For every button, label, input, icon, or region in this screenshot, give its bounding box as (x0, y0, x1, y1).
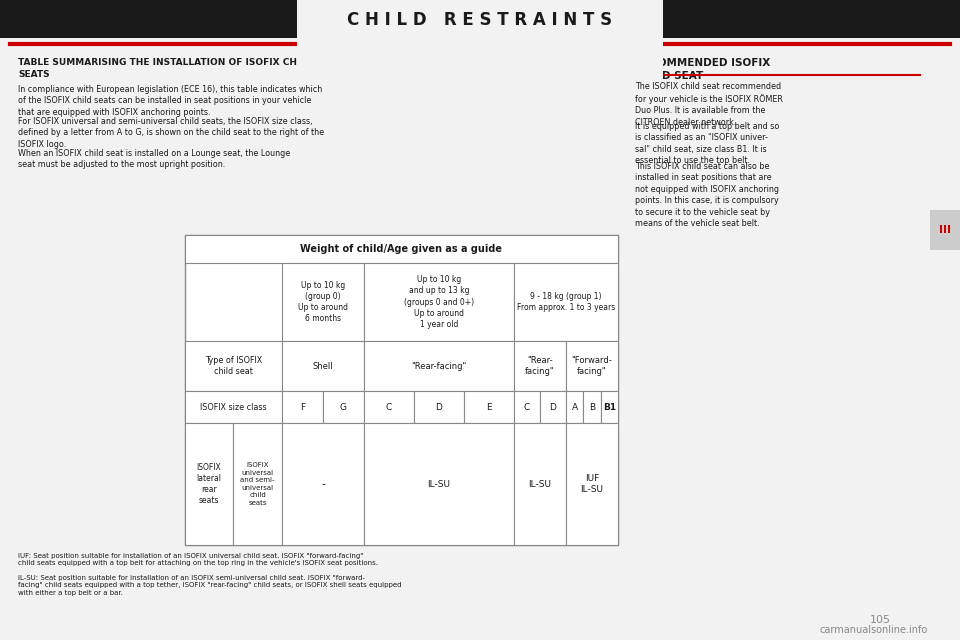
FancyBboxPatch shape (282, 263, 364, 341)
Text: B1: B1 (603, 403, 616, 412)
Text: The ISOFIX child seat recommended
for your vehicle is the ISOFIX RÖMER
Duo Plus.: The ISOFIX child seat recommended for yo… (635, 82, 782, 127)
Text: -: - (321, 479, 325, 489)
Text: C: C (386, 403, 392, 412)
FancyBboxPatch shape (282, 341, 364, 391)
Text: ISOFIX size class: ISOFIX size class (201, 403, 267, 412)
FancyBboxPatch shape (282, 423, 364, 545)
Text: Up to 10 kg
(group 0)
Up to around
6 months: Up to 10 kg (group 0) Up to around 6 mon… (298, 281, 348, 323)
Text: IL-SU: Seat position suitable for installation of an ISOFIX semi-universal child: IL-SU: Seat position suitable for instal… (18, 575, 401, 596)
Text: "Rear-facing": "Rear-facing" (412, 362, 467, 371)
Text: C: C (524, 403, 530, 412)
FancyBboxPatch shape (584, 391, 601, 423)
FancyBboxPatch shape (0, 0, 960, 38)
Text: carmanualsonline.info: carmanualsonline.info (820, 625, 928, 635)
FancyBboxPatch shape (514, 263, 618, 341)
Text: ISOFIX
lateral
rear
seats: ISOFIX lateral rear seats (197, 463, 222, 505)
Text: It is equipped with a top belt and so
is classified as an "ISOFIX univer-
sal" c: It is equipped with a top belt and so is… (635, 122, 780, 165)
FancyBboxPatch shape (185, 423, 233, 545)
Text: When an ISOFIX child seat is installed on a Lounge seat, the Lounge
seat must be: When an ISOFIX child seat is installed o… (18, 149, 290, 170)
Text: 105: 105 (870, 615, 891, 625)
FancyBboxPatch shape (566, 391, 584, 423)
FancyBboxPatch shape (601, 391, 618, 423)
FancyBboxPatch shape (364, 263, 514, 341)
Text: D: D (436, 403, 443, 412)
FancyBboxPatch shape (185, 341, 282, 391)
FancyBboxPatch shape (930, 210, 960, 250)
Text: 9 - 18 kg (group 1)
From approx. 1 to 3 years: 9 - 18 kg (group 1) From approx. 1 to 3 … (516, 292, 615, 312)
Text: F: F (300, 403, 305, 412)
Text: IL-SU: IL-SU (529, 479, 551, 488)
FancyBboxPatch shape (514, 341, 566, 391)
Text: Up to 10 kg
and up to 13 kg
(groups 0 and 0+)
Up to around
1 year old: Up to 10 kg and up to 13 kg (groups 0 an… (404, 275, 474, 329)
Text: This ISOFIX child seat can also be
installed in seat positions that are
not equi: This ISOFIX child seat can also be insta… (635, 162, 779, 228)
Text: "Rear-
facing": "Rear- facing" (525, 356, 555, 376)
Text: Shell: Shell (313, 362, 333, 371)
Text: A: A (571, 403, 578, 412)
FancyBboxPatch shape (514, 423, 566, 545)
Text: In compliance with European legislation (ECE 16), this table indicates which
of : In compliance with European legislation … (18, 85, 323, 117)
Text: IUF: Seat position suitable for installation of an ISOFIX universal child seat. : IUF: Seat position suitable for installa… (18, 553, 378, 566)
FancyBboxPatch shape (323, 391, 364, 423)
Text: TABLE SUMMARISING THE INSTALLATION OF ISOFIX CHILD
SEATS: TABLE SUMMARISING THE INSTALLATION OF IS… (18, 58, 314, 79)
FancyBboxPatch shape (540, 391, 566, 423)
Text: IUF
IL-SU: IUF IL-SU (581, 474, 604, 495)
FancyBboxPatch shape (364, 341, 514, 391)
Text: III: III (939, 225, 951, 235)
Text: D: D (549, 403, 557, 412)
FancyBboxPatch shape (282, 391, 323, 423)
FancyBboxPatch shape (364, 423, 514, 545)
FancyBboxPatch shape (364, 391, 414, 423)
Text: Type of ISOFIX
child seat: Type of ISOFIX child seat (204, 356, 262, 376)
Text: C H I L D   R E S T R A I N T S: C H I L D R E S T R A I N T S (336, 11, 624, 29)
FancyBboxPatch shape (566, 341, 618, 391)
FancyBboxPatch shape (185, 391, 282, 423)
FancyBboxPatch shape (514, 391, 540, 423)
FancyBboxPatch shape (185, 235, 618, 263)
FancyBboxPatch shape (185, 235, 618, 545)
Text: RECOMMENDED ISOFIX
CHILD SEAT: RECOMMENDED ISOFIX CHILD SEAT (635, 58, 770, 81)
FancyBboxPatch shape (464, 391, 514, 423)
Text: IL-SU: IL-SU (427, 479, 450, 488)
FancyBboxPatch shape (233, 423, 282, 545)
Text: C H I L D   R E S T R A I N T S: C H I L D R E S T R A I N T S (348, 11, 612, 29)
Text: ISOFIX
universal
and semi-
universal
child
seats: ISOFIX universal and semi- universal chi… (240, 462, 275, 506)
Text: "Forward-
facing": "Forward- facing" (571, 356, 612, 376)
Text: Weight of child/Age given as a guide: Weight of child/Age given as a guide (300, 244, 502, 254)
Text: B: B (588, 403, 595, 412)
Text: For ISOFIX universal and semi-universal child seats, the ISOFIX size class,
defi: For ISOFIX universal and semi-universal … (18, 117, 324, 149)
FancyBboxPatch shape (414, 391, 464, 423)
Text: G: G (340, 403, 347, 412)
Text: E: E (486, 403, 492, 412)
FancyBboxPatch shape (566, 423, 618, 545)
